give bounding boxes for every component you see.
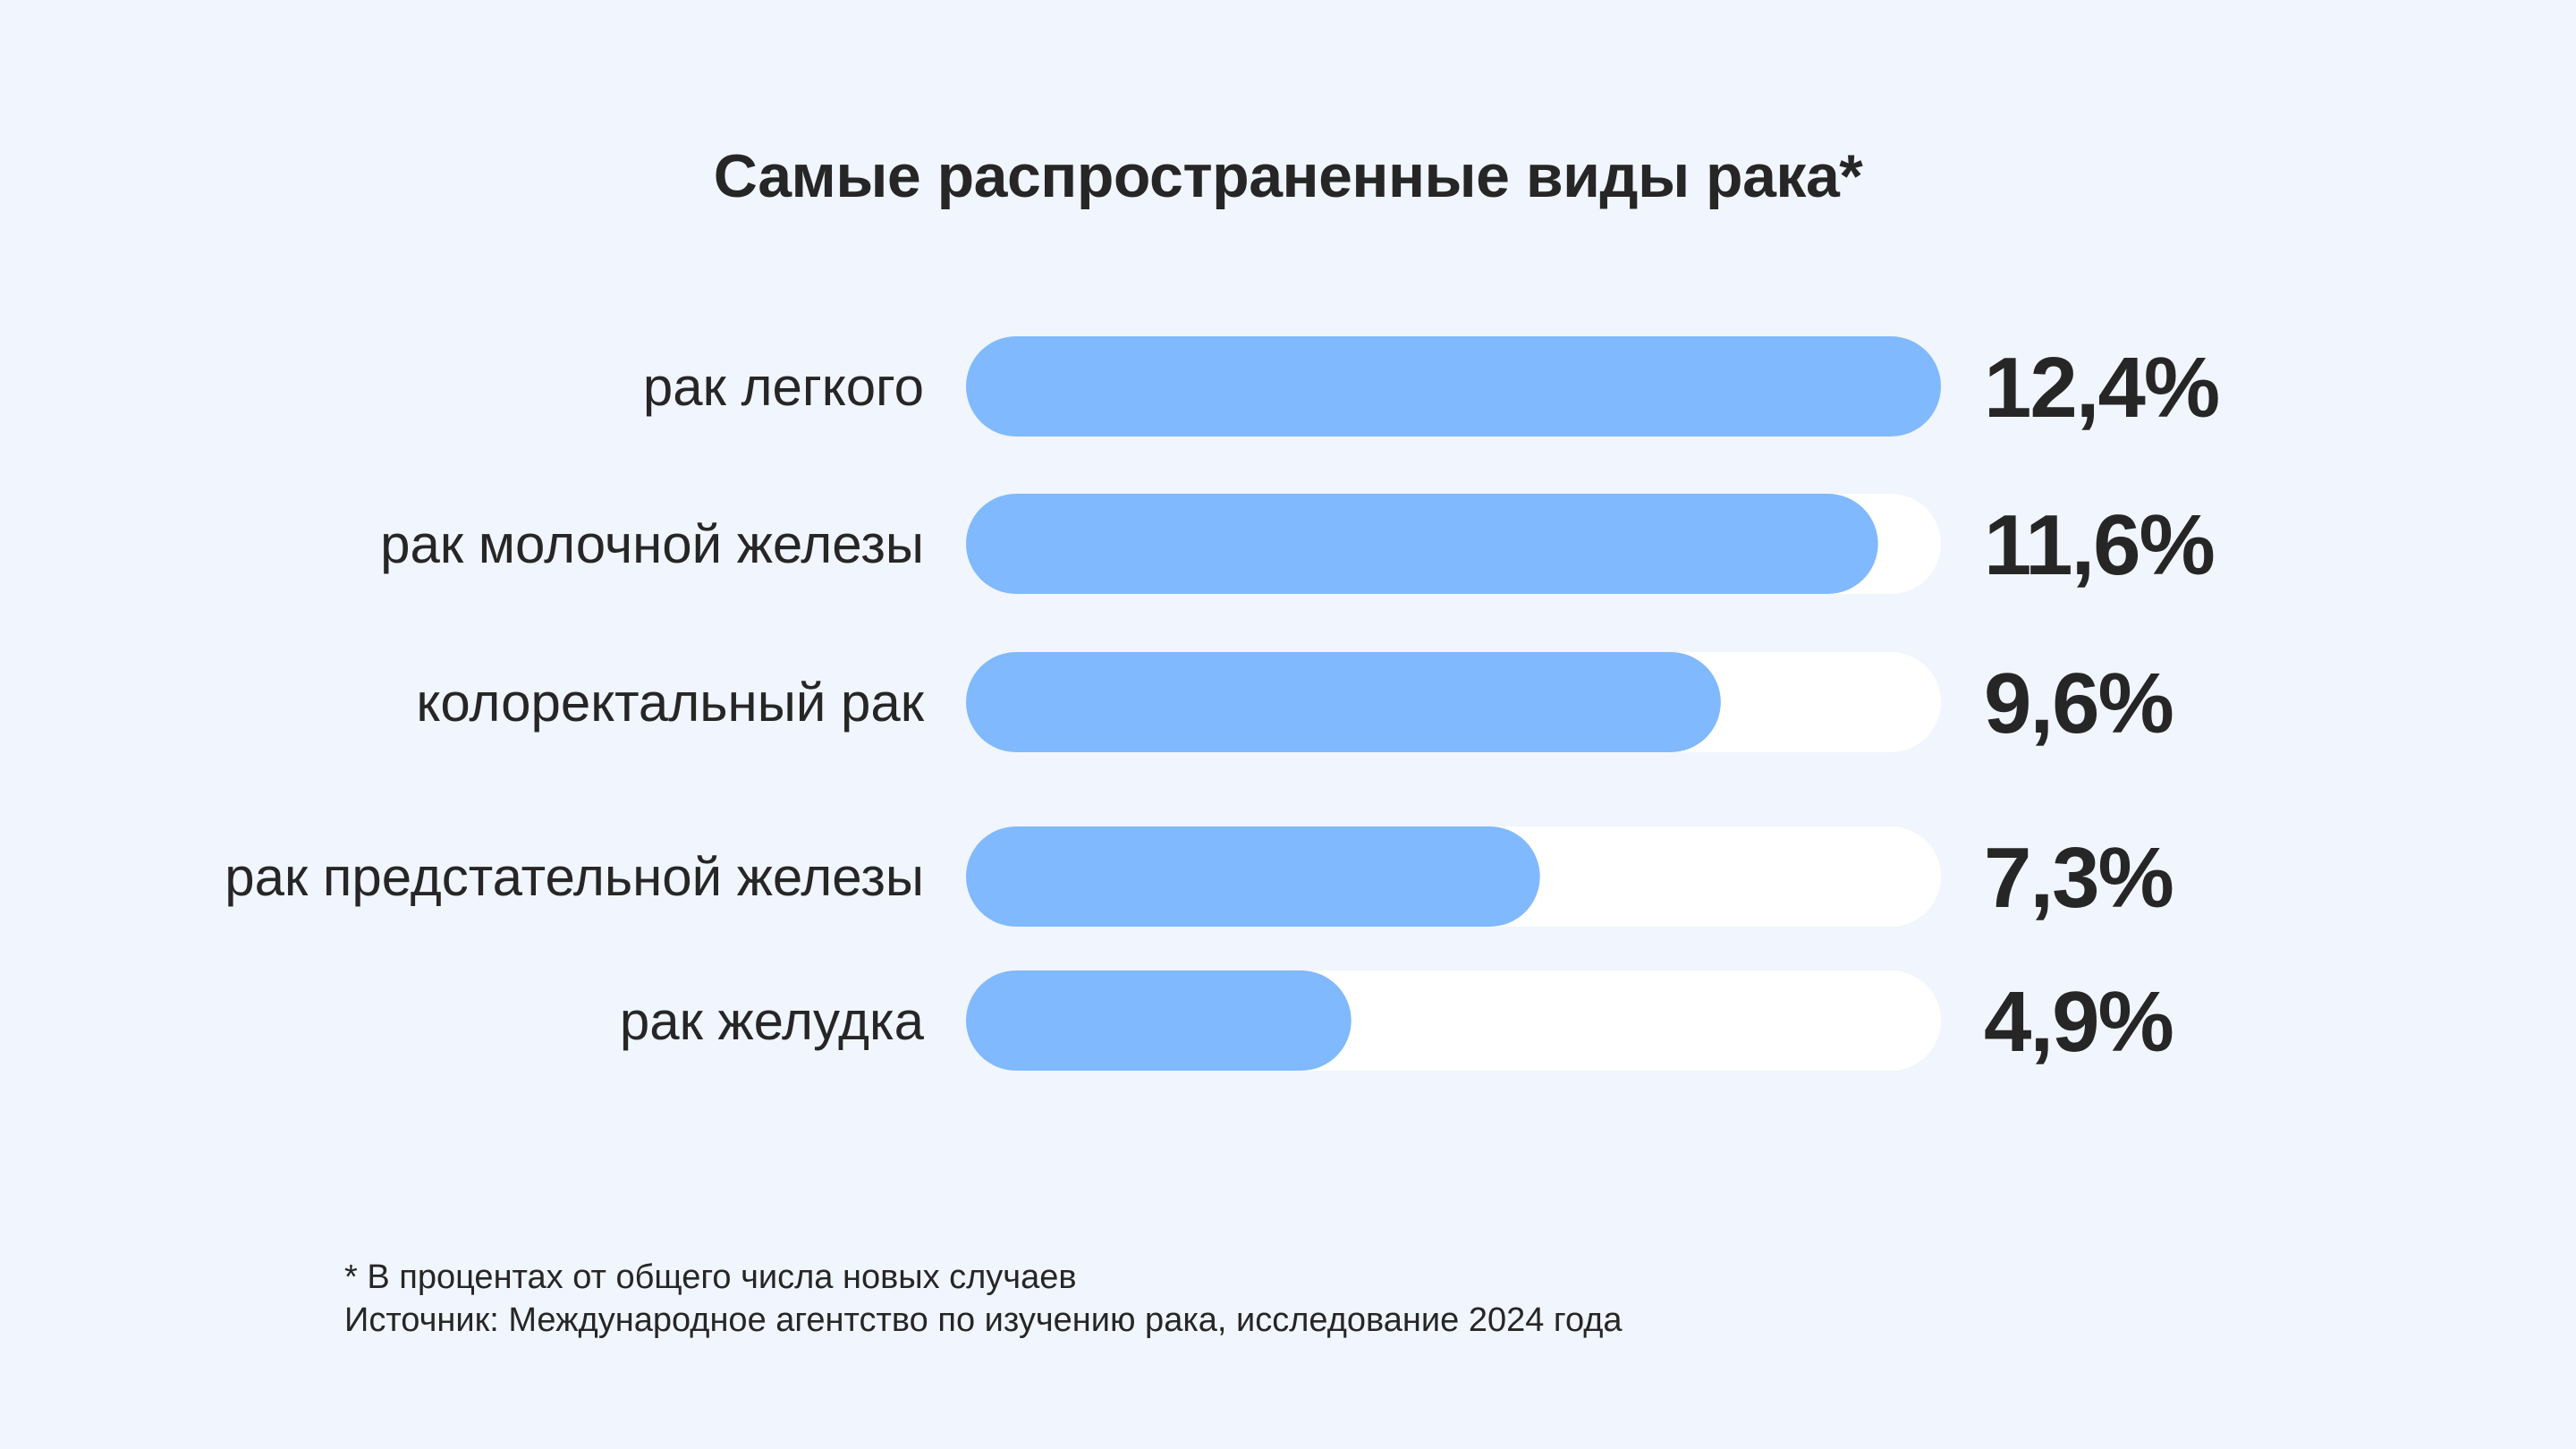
category-label: рак легкого (643, 357, 924, 417)
chart-title: Самые распространенные виды рака* (713, 142, 1863, 210)
bar (966, 494, 1878, 594)
bar (966, 336, 1941, 436)
bar (966, 652, 1721, 752)
category-label: рак предстательной железы (225, 847, 924, 907)
value-label: 9,6% (1984, 656, 2173, 751)
bar (966, 826, 1540, 927)
footnote-source: Источник: Международное агентство по изу… (344, 1301, 1623, 1339)
value-label: 4,9% (1984, 974, 2173, 1070)
value-label: 7,3% (1984, 830, 2173, 926)
category-label: рак желудка (620, 991, 925, 1051)
value-label: 12,4% (1984, 340, 2218, 436)
category-label: рак молочной железы (380, 514, 924, 574)
footnote-note: * В процентах от общего числа новых случ… (344, 1258, 1077, 1296)
bar (966, 970, 1352, 1071)
category-label: колоректальный рак (416, 673, 924, 733)
bars-layer: рак легкого 12,4% рак молочной железы 11,6%… (225, 336, 2220, 1071)
footnote: * В процентах от общего числа новых случ… (344, 1256, 1623, 1342)
value-label: 11,6% (1984, 497, 2214, 593)
